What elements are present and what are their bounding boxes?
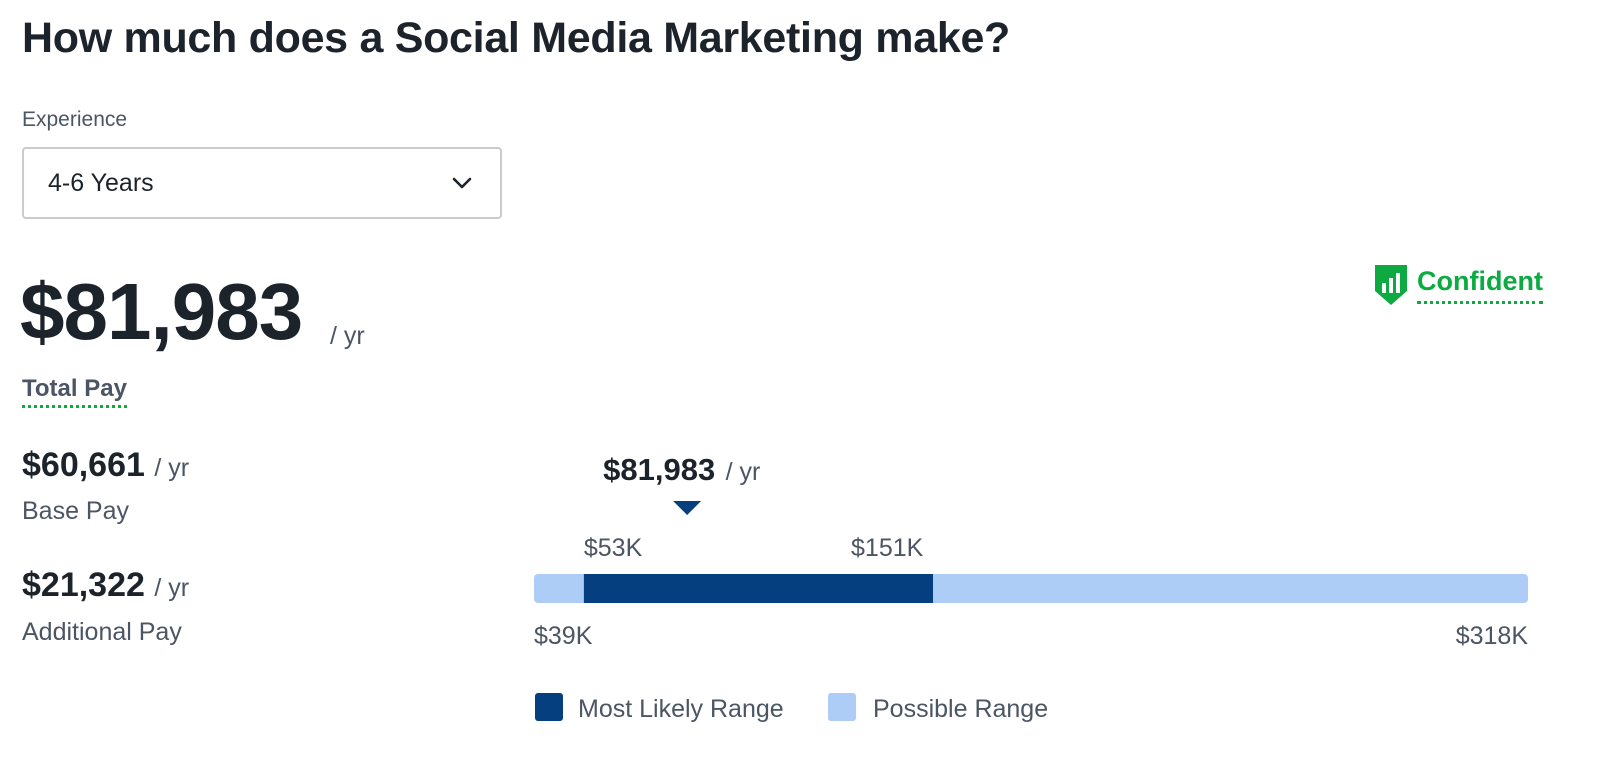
- marker-value: $81,983: [603, 452, 715, 487]
- base-pay-amount: $60,661 / yr: [22, 446, 189, 485]
- additional-pay-amount: $21,322 / yr: [22, 566, 189, 605]
- base-pay-label: Base Pay: [22, 497, 130, 525]
- pay-range-chart: $81,983 / yr $53K $151K $39K $318K Most …: [534, 452, 1529, 723]
- confidence-label: Confident: [1417, 266, 1543, 304]
- page-title: How much does a Social Media Marketing m…: [22, 14, 1011, 62]
- most-likely-range-bar: [583, 574, 934, 603]
- additional-pay-unit: / yr: [154, 574, 190, 602]
- legend-label-most-likely: Most Likely Range: [578, 695, 784, 723]
- experience-label: Experience: [22, 108, 128, 131]
- additional-pay-value: $21,322: [22, 566, 145, 604]
- marker-unit: / yr: [726, 458, 761, 486]
- marker-label: $81,983 / yr: [603, 452, 760, 487]
- legend-label-possible: Possible Range: [873, 695, 1048, 723]
- confidence-shield-icon: [1375, 265, 1408, 305]
- chevron-down-icon: [452, 177, 472, 189]
- total-pay-amount: $81,983: [20, 267, 303, 356]
- experience-select[interactable]: 4-6 Years: [22, 147, 502, 219]
- experience-selected-value: 4-6 Years: [48, 168, 154, 197]
- total-pay-label[interactable]: Total Pay: [22, 375, 127, 408]
- additional-pay-label: Additional Pay: [22, 618, 182, 646]
- confidence-indicator[interactable]: Confident: [1373, 263, 1543, 307]
- base-pay-value: $60,661: [22, 446, 145, 484]
- most-likely-low-label: $53K: [584, 534, 643, 562]
- base-pay-unit: / yr: [154, 454, 190, 482]
- marker-triangle: [673, 501, 702, 515]
- possible-low-label: $39K: [534, 622, 593, 650]
- total-pay-unit: / yr: [330, 322, 365, 350]
- most-likely-high-label: $151K: [851, 534, 924, 562]
- legend-swatch-most-likely: [535, 693, 563, 721]
- possible-high-label: $318K: [1456, 622, 1529, 650]
- legend-swatch-possible: [828, 693, 856, 721]
